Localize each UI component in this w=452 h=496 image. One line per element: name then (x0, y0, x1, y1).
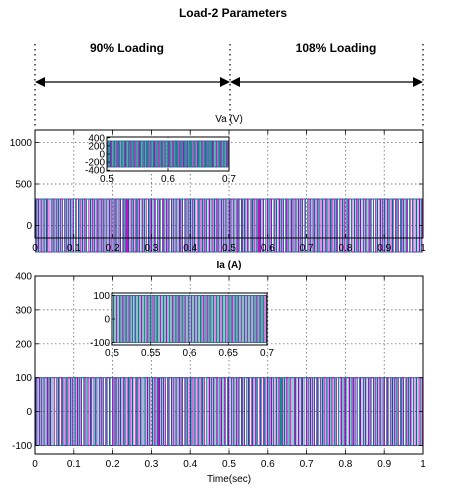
x-tick-label: 1 (420, 243, 426, 254)
current-chart: Ia (A)0 0.1 0.2 0.3 0.4 0.5 0.6 0.7 0.8 0.9 1-1000… (12, 260, 426, 485)
chart-title: Ia (A) (217, 260, 242, 271)
y-tick-label: 500 (15, 180, 32, 191)
inset-series-line-phase-c (107, 140, 230, 168)
x-tick-label: 0.2 (106, 459, 120, 470)
y-tick-label: 200 (15, 339, 32, 350)
x-tick-label: 1 (420, 459, 426, 470)
x-tick-label: 0.7 (300, 243, 314, 254)
inset-y-tick-label: -400 (85, 166, 105, 177)
x-tick-label: 0.7 (300, 459, 314, 470)
y-tick-label: 0 (26, 221, 32, 232)
region-right-arrow (230, 77, 423, 87)
inset-series-line-phase-c (112, 295, 267, 343)
series-line-phase-b (35, 377, 423, 446)
inset-y-tick-label: 100 (93, 291, 110, 302)
inset-x-tick-label: 0.6 (161, 174, 175, 185)
x-tick-label: 0.1 (67, 243, 81, 254)
x-tick-label: 0.4 (183, 459, 197, 470)
inset-x-tick-label: 0.65 (219, 348, 239, 359)
x-tick-label: 0.8 (338, 459, 352, 470)
x-tick-label: 0.1 (67, 459, 81, 470)
inset-x-tick-label: 0.7 (260, 348, 274, 359)
series-line-phase-c (35, 198, 423, 253)
x-tick-label: 0.3 (144, 459, 158, 470)
inset-x-tick-label: 0.55 (141, 348, 161, 359)
region-right-label: 108% Loading (296, 41, 377, 55)
inset-y-tick-label: 0 (104, 315, 110, 326)
x-tick-label: 0.6 (261, 243, 275, 254)
inset-y-tick-label: -200 (85, 158, 105, 169)
region-left-arrow (35, 77, 230, 87)
figure-title: Load-2 Parameters (179, 6, 287, 20)
x-tick-label: 0 (32, 459, 38, 470)
inset-y-tick-label: 200 (88, 141, 105, 152)
inset-y-tick-label: -100 (90, 338, 110, 349)
x-tick-label: 0.5 (222, 243, 236, 254)
inset-y-tick-label: 0 (99, 150, 105, 161)
y-tick-label: 0 (26, 407, 32, 418)
x-tick-label: 0.3 (144, 243, 158, 254)
x-tick-label: 0.4 (183, 243, 197, 254)
y-tick-label: -100 (12, 441, 32, 452)
region-left-label: 90% Loading (90, 41, 164, 55)
x-tick-label: 0.5 (222, 459, 236, 470)
x-tick-label: 0.9 (377, 459, 391, 470)
inset-x-tick-label: 0.5 (105, 348, 119, 359)
voltage-chart: Va (V) 0 0.1 0.2 0.3 0.4 0.5 0.6 0.7 0.8 0.9 1 0 500 1… (10, 114, 426, 254)
chart-title: Va (V) (215, 114, 243, 125)
inset-y-tick-label: 400 (88, 133, 105, 144)
inset-x-tick-label: 0.6 (183, 348, 197, 359)
y-tick-label: 1000 (10, 138, 33, 149)
x-tick-label: 0.8 (338, 243, 352, 254)
y-tick-label: 100 (15, 373, 32, 384)
x-tick-label: 0 (32, 243, 38, 254)
x-tick-label: 0.6 (261, 459, 275, 470)
inset-x-tick-label: 0.5 (100, 174, 114, 185)
x-tick-label: 0.2 (106, 243, 120, 254)
y-tick-label: 400 (15, 272, 32, 283)
y-tick-label: 300 (15, 305, 32, 316)
series-line-phase-c (35, 377, 423, 446)
inset-chart: 0.5 0.55 0.6 0.65 0.7 100 0 -100 (90, 291, 274, 359)
x-axis-label: Time(sec) (207, 474, 251, 485)
inset-x-tick-label: 0.7 (222, 174, 236, 185)
x-tick-label: 0.9 (377, 243, 391, 254)
series-line-phase-b (35, 198, 423, 253)
